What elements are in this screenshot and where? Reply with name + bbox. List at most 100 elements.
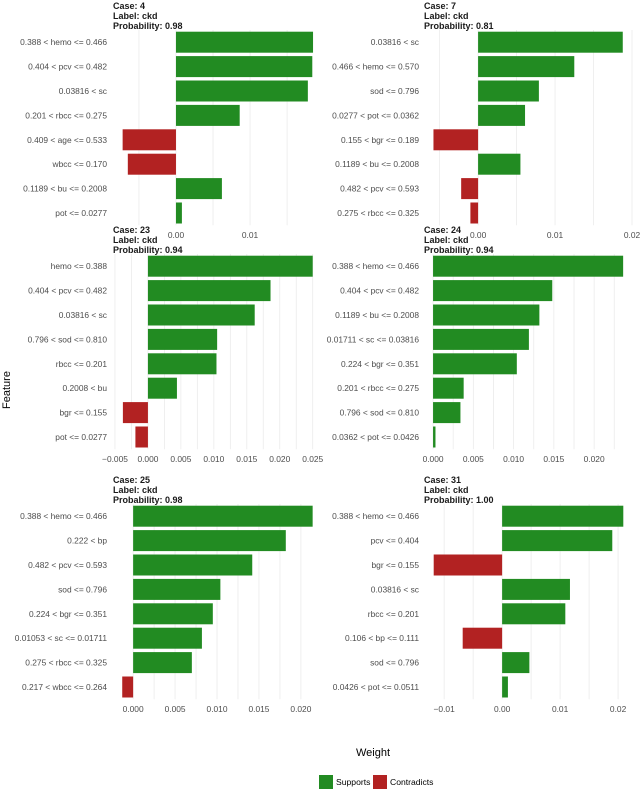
- bar-supports: [433, 377, 464, 399]
- feature-label: 0.0426 < pot <= 0.0511: [333, 682, 420, 692]
- panel-label: Label: ckd: [113, 485, 158, 495]
- x-tick-label: 0.000: [423, 454, 444, 464]
- bar-supports: [133, 505, 313, 527]
- x-tick-label: 0.020: [584, 454, 605, 464]
- bar-supports: [478, 56, 575, 78]
- feature-label: 0.796 < sod <= 0.810: [340, 408, 420, 418]
- bar-supports: [433, 255, 624, 277]
- feature-label: 0.224 < bgr <= 0.351: [29, 609, 107, 619]
- x-tick-label: 0.015: [248, 704, 269, 714]
- feature-label: 0.03816 < sc: [59, 86, 107, 96]
- panel-probability: Probability: 0.81: [424, 21, 494, 31]
- feature-label: 0.222 < bp: [67, 536, 107, 546]
- feature-label: 0.1189 < bu <= 0.2008: [335, 159, 419, 169]
- panel-label: Label: ckd: [424, 11, 469, 21]
- feature-label: 0.217 < wbcc <= 0.264: [22, 682, 107, 692]
- feature-label: 0.275 < rbcc <= 0.325: [25, 658, 107, 668]
- feature-label: 0.388 < hemo <= 0.466: [20, 37, 107, 47]
- x-tick-label: 0.02: [624, 230, 640, 240]
- x-tick-label: 0.005: [165, 704, 186, 714]
- bar-contradicts: [122, 676, 134, 698]
- bar-contradicts: [122, 129, 176, 151]
- feature-label: 0.466 < hemo <= 0.570: [332, 62, 419, 72]
- panel-case: Case: 7: [424, 1, 456, 11]
- feature-label: pot <= 0.0277: [55, 208, 107, 218]
- bar-supports: [175, 31, 314, 53]
- feature-label: sod <= 0.796: [370, 86, 419, 96]
- bar-contradicts: [433, 554, 503, 576]
- bar-supports: [433, 402, 461, 424]
- bar-supports: [133, 578, 221, 600]
- feature-label: rbcc <= 0.201: [368, 609, 420, 619]
- bar-supports: [478, 31, 623, 53]
- bar-supports: [147, 353, 217, 375]
- bar-supports: [147, 255, 313, 277]
- x-tick-label: 0.015: [543, 454, 564, 464]
- bar-contradicts: [433, 129, 479, 151]
- x-tick-label: 0.010: [203, 454, 224, 464]
- x-tick-label: 0.01: [242, 230, 259, 240]
- bar-contradicts: [461, 178, 479, 200]
- bar-supports: [502, 505, 624, 527]
- bar-supports: [502, 530, 613, 552]
- panel-label: Label: ckd: [424, 485, 469, 495]
- feature-label: 0.1189 < bu <= 0.2008: [23, 184, 107, 194]
- feature-label: 0.409 < age <= 0.533: [27, 135, 107, 145]
- legend-label-supports: Supports: [336, 777, 370, 787]
- panel-probability: Probability: 1.00: [424, 495, 494, 505]
- feature-label: sod <= 0.796: [58, 584, 107, 594]
- feature-label: 0.796 < sod <= 0.810: [28, 334, 108, 344]
- legend-swatch-supports: [319, 775, 333, 789]
- feature-label: bgr <= 0.155: [60, 408, 108, 418]
- bar-contradicts: [135, 426, 148, 448]
- feature-label: 0.03816 < sc: [371, 584, 419, 594]
- panel-case: Case: 4: [113, 1, 145, 11]
- bar-supports: [433, 426, 436, 448]
- bar-supports: [147, 328, 218, 350]
- feature-label: pcv <= 0.404: [371, 536, 420, 546]
- x-tick-label: 0.000: [123, 704, 144, 714]
- bar-supports: [502, 603, 566, 625]
- feature-label: rbcc <= 0.201: [56, 359, 108, 369]
- bar-supports: [147, 280, 271, 302]
- bar-supports: [433, 328, 529, 350]
- bar-contradicts: [462, 627, 503, 649]
- x-tick-label: 0.01: [547, 230, 564, 240]
- feature-label: 0.2008 < bu: [63, 383, 108, 393]
- bar-supports: [433, 353, 517, 375]
- feature-label: 0.404 < pcv <= 0.482: [340, 286, 419, 296]
- feature-label: 0.0277 < pot <= 0.0362: [332, 110, 419, 120]
- x-axis-title: Weight: [356, 747, 390, 759]
- bar-supports: [175, 104, 240, 126]
- panel-label: Label: ckd: [113, 11, 158, 21]
- bar-supports: [478, 153, 521, 175]
- feature-label: 0.03816 < sc: [59, 310, 107, 320]
- legend-label-contradicts: Contradicts: [390, 777, 433, 787]
- feature-label: 0.404 < pcv <= 0.482: [28, 286, 107, 296]
- bar-supports: [133, 530, 286, 552]
- x-tick-label: 0.020: [290, 704, 311, 714]
- bar-supports: [133, 603, 213, 625]
- bar-supports: [147, 377, 177, 399]
- x-tick-label: 0.005: [170, 454, 191, 464]
- feature-label: 0.224 < bgr <= 0.351: [341, 359, 419, 369]
- bar-contradicts: [470, 202, 479, 224]
- panel-case: Case: 25: [113, 475, 150, 485]
- feature-label: 0.275 < rbcc <= 0.325: [337, 208, 419, 218]
- bar-supports: [502, 578, 570, 600]
- x-tick-label: 0.00: [168, 230, 185, 240]
- feature-label: 0.01053 < sc <= 0.01711: [15, 633, 108, 643]
- bar-supports: [175, 178, 222, 200]
- feature-label: 0.201 < rbcc <= 0.275: [25, 110, 107, 120]
- feature-label: hemo <= 0.388: [51, 261, 108, 271]
- x-tick-label: 0.010: [207, 704, 228, 714]
- feature-label: 0.1189 < bu <= 0.2008: [335, 310, 419, 320]
- y-axis-title: Feature: [1, 371, 13, 409]
- feature-label: 0.106 < bp <= 0.111: [345, 633, 419, 643]
